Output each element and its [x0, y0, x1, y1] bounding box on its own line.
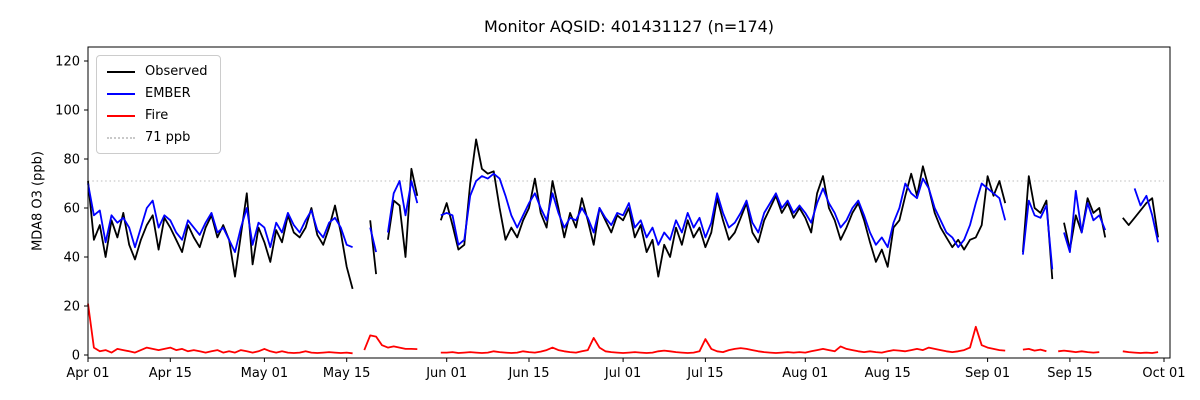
x-tick-label: Oct 01	[1142, 366, 1185, 381]
x-tick-label: Aug 01	[782, 366, 828, 381]
legend-label-threshold: 71 ppb	[145, 130, 191, 145]
legend-item-observed: Observed	[107, 64, 208, 79]
y-tick-label: 60	[63, 202, 80, 217]
legend-item-threshold: 71 ppb	[107, 130, 208, 145]
x-tick-label: Jun 15	[508, 366, 550, 381]
fire-line	[87, 303, 1159, 355]
y-tick-label: 0	[72, 349, 80, 364]
observed-line-swatch	[107, 70, 135, 73]
x-tick-label: Aug 15	[865, 366, 911, 381]
y-tick-label: 40	[63, 251, 80, 266]
legend-item-fire: Fire	[107, 108, 208, 123]
legend-label-ember: EMBER	[145, 86, 191, 101]
ember-line	[87, 172, 1159, 270]
legend-item-ember: EMBER	[107, 86, 208, 101]
y-tick-label: 120	[55, 55, 80, 70]
plot-border	[87, 46, 1171, 359]
y-tick-label: 20	[63, 300, 80, 315]
x-tick-label: May 15	[323, 366, 371, 381]
legend: Observed EMBER Fire 71 ppb	[96, 55, 221, 154]
x-tick-label: May 01	[241, 366, 289, 381]
x-tick-label: Sep 15	[1047, 366, 1092, 381]
ember-line-swatch	[107, 92, 135, 95]
x-tick-label: Jun 01	[425, 366, 467, 381]
legend-label-fire: Fire	[145, 108, 169, 123]
observed-line	[87, 138, 1159, 290]
threshold-line-swatch	[107, 136, 135, 139]
x-tick-label: Sep 01	[965, 366, 1010, 381]
x-tick-label: Jul 01	[604, 366, 641, 381]
y-axis-label: MDA8 O3 (ppb)	[30, 151, 46, 251]
x-tick-label: Apr 01	[66, 366, 109, 381]
y-tick-label: 100	[55, 104, 80, 119]
chart-title: Monitor AQSID: 401431127 (n=174)	[483, 17, 775, 36]
fire-line-swatch	[107, 114, 135, 117]
legend-label-observed: Observed	[145, 64, 208, 79]
y-tick-label: 80	[63, 153, 80, 168]
x-tick-label: Jul 15	[686, 366, 723, 381]
x-tick-label: Apr 15	[149, 366, 192, 381]
